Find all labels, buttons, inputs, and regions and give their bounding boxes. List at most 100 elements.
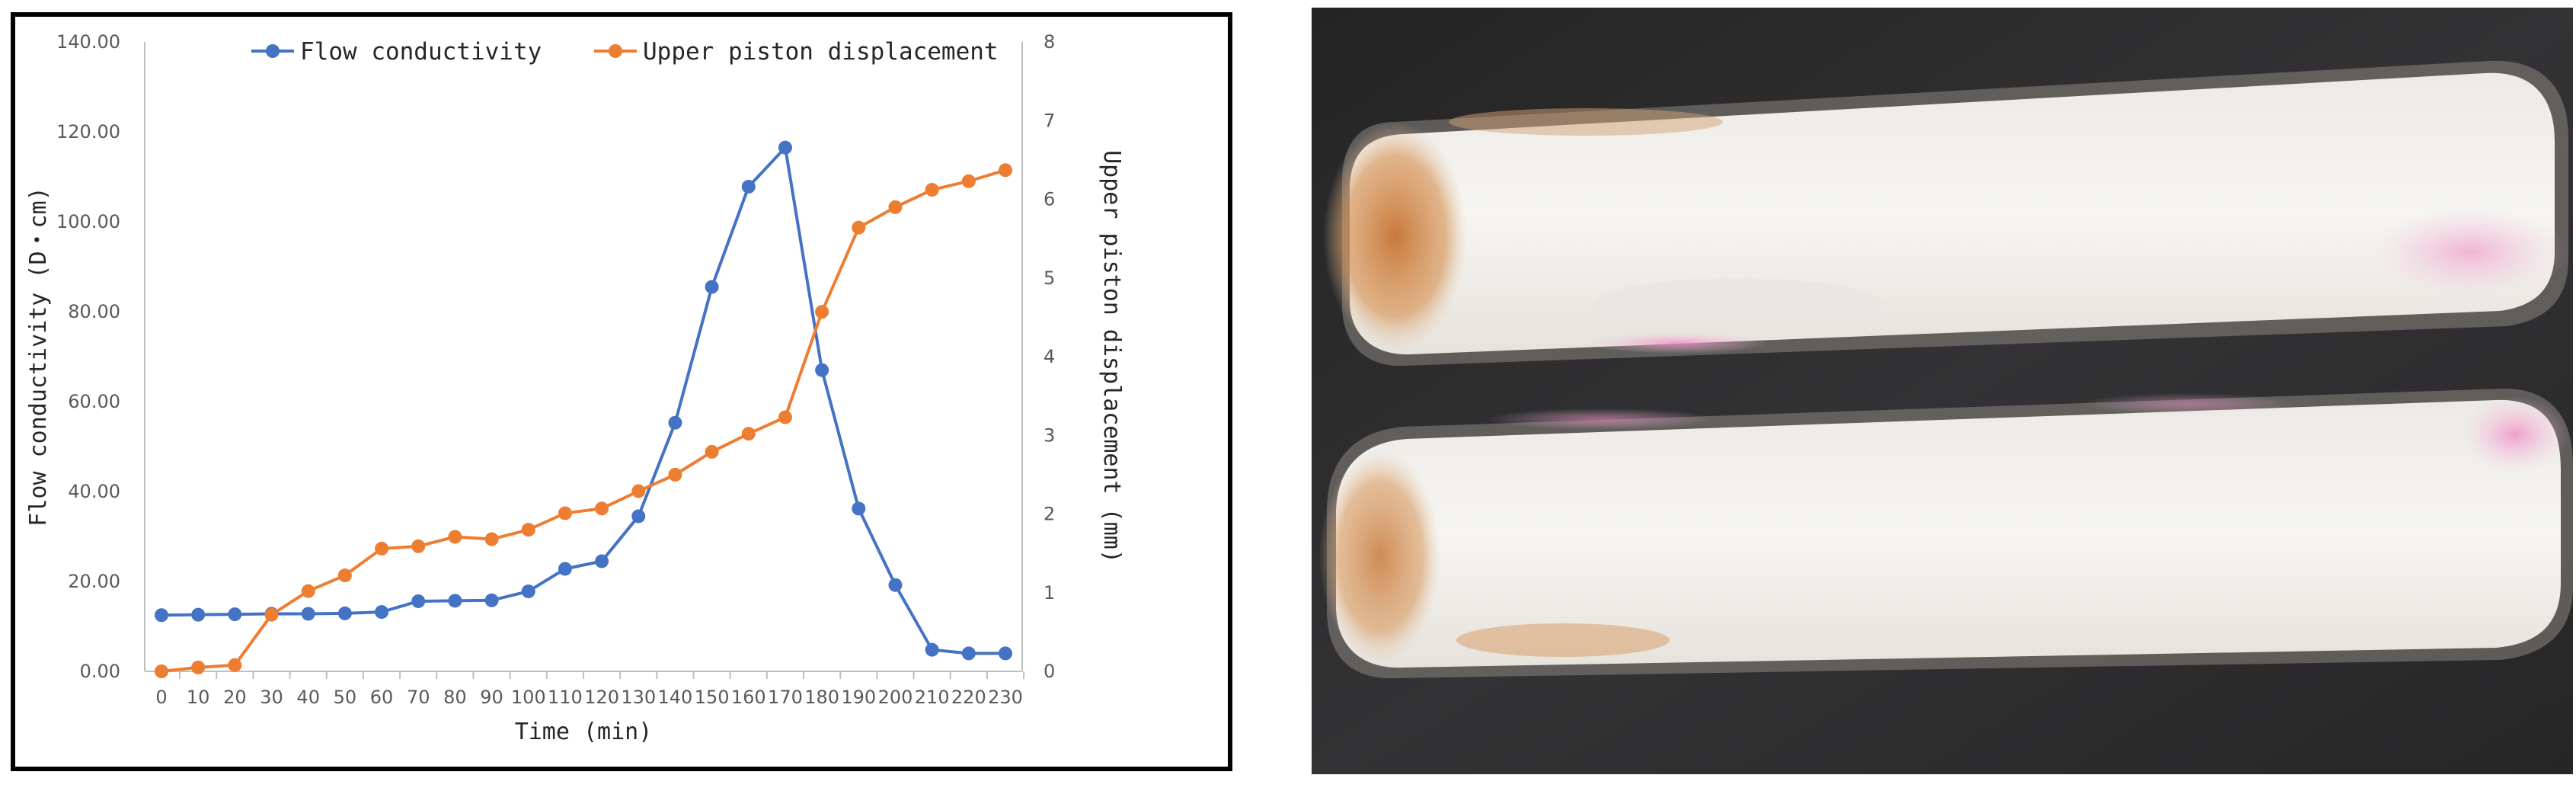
- data-point-flow-conductivity: [448, 594, 462, 608]
- data-point-upper-piston-displacement: [999, 163, 1012, 178]
- data-point-flow-conductivity: [925, 642, 939, 657]
- data-point-upper-piston-displacement: [484, 532, 499, 546]
- data-point-flow-conductivity: [301, 607, 315, 621]
- x-tick-label: 100: [511, 687, 546, 708]
- chart-panel: [11, 12, 1232, 771]
- data-point-upper-piston-displacement: [595, 501, 609, 516]
- data-point-upper-piston-displacement: [668, 467, 682, 482]
- data-point-upper-piston-displacement: [448, 530, 462, 544]
- x-axis-title: Time (min): [515, 719, 653, 745]
- data-point-upper-piston-displacement: [631, 484, 646, 498]
- left-y-tick-label: 60.00: [68, 391, 120, 412]
- data-point-upper-piston-displacement: [521, 523, 535, 537]
- legend-flow-conductivity-label: Flow conductivity: [300, 38, 542, 66]
- data-point-flow-conductivity: [705, 280, 719, 294]
- right-y-tick-label: 6: [1044, 189, 1055, 210]
- x-tick-label: 90: [480, 687, 503, 708]
- x-tick-label: 140: [658, 687, 693, 708]
- data-point-flow-conductivity: [228, 607, 242, 622]
- data-point-upper-piston-displacement: [961, 174, 976, 188]
- right-y-tick-label: 8: [1044, 31, 1055, 53]
- data-point-upper-piston-displacement: [191, 660, 206, 674]
- data-point-upper-piston-displacement: [375, 541, 389, 556]
- x-tick-label: 150: [695, 687, 730, 708]
- data-point-flow-conductivity: [558, 562, 572, 576]
- data-point-flow-conductivity: [191, 607, 206, 622]
- legend-flow-conductivity-marker: [266, 44, 280, 58]
- data-point-flow-conductivity: [411, 594, 426, 608]
- right-y-tick-label: 5: [1044, 267, 1055, 289]
- right-y-axis-title: Upper piston displacement (mm): [1098, 150, 1125, 563]
- left-y-tick-label: 100.00: [56, 211, 120, 232]
- legend-upper-piston-displacement-label: Upper piston displacement: [643, 38, 999, 66]
- data-point-upper-piston-displacement: [558, 506, 572, 520]
- left-y-tick-label: 80.00: [68, 301, 120, 322]
- right-y-tick-label: 3: [1044, 424, 1055, 446]
- x-tick-label: 40: [296, 687, 320, 708]
- data-point-flow-conductivity: [741, 179, 756, 194]
- data-point-upper-piston-displacement: [705, 444, 719, 459]
- x-tick-label: 170: [768, 687, 803, 708]
- x-tick-label: 160: [731, 687, 766, 708]
- data-point-upper-piston-displacement: [337, 568, 352, 583]
- data-point-flow-conductivity: [852, 501, 866, 516]
- left-y-tick-label: 120.00: [56, 121, 120, 143]
- data-point-upper-piston-displacement: [264, 607, 279, 622]
- data-point-flow-conductivity: [999, 646, 1012, 661]
- x-tick-label: 110: [548, 687, 583, 708]
- data-point-upper-piston-displacement: [888, 200, 903, 214]
- x-tick-label: 130: [621, 687, 656, 708]
- left-y-tick-label: 20.00: [68, 571, 120, 592]
- x-tick-label: 200: [878, 687, 913, 708]
- right-y-tick-label: 2: [1044, 504, 1055, 525]
- data-point-upper-piston-displacement: [301, 584, 315, 598]
- data-point-upper-piston-displacement: [925, 183, 939, 197]
- x-tick-label: 70: [407, 687, 430, 708]
- left-y-tick-label: 40.00: [68, 481, 120, 502]
- data-point-upper-piston-displacement: [741, 427, 756, 441]
- right-y-tick-label: 4: [1044, 346, 1055, 367]
- data-point-flow-conductivity: [815, 363, 829, 377]
- data-point-flow-conductivity: [778, 140, 792, 155]
- data-point-flow-conductivity: [375, 605, 389, 620]
- data-point-flow-conductivity: [631, 509, 646, 524]
- x-tick-label: 10: [187, 687, 210, 708]
- x-tick-label: 50: [334, 687, 357, 708]
- data-point-flow-conductivity: [595, 554, 609, 568]
- data-point-flow-conductivity: [155, 608, 168, 623]
- left-y-tick-label: 140.00: [56, 31, 120, 53]
- series-line-upper-piston-displacement: [161, 168, 1006, 673]
- x-tick-label: 190: [841, 687, 876, 708]
- core-sample-photo: [1312, 8, 2573, 774]
- data-point-flow-conductivity: [888, 578, 903, 592]
- data-point-upper-piston-displacement: [778, 410, 792, 424]
- left-y-axis-title: Flow conductivity (D・cm): [25, 187, 52, 526]
- legend-upper-piston-displacement-marker: [609, 44, 622, 58]
- data-point-upper-piston-displacement: [228, 658, 242, 672]
- x-tick-label: 210: [915, 687, 950, 708]
- data-point-upper-piston-displacement: [852, 220, 866, 235]
- right-y-tick-label: 0: [1044, 661, 1055, 682]
- right-y-tick-label: 1: [1044, 582, 1055, 604]
- series-line-flow-conductivity: [161, 146, 1005, 655]
- x-tick-label: 120: [584, 687, 619, 708]
- left-y-tick-label: 0.00: [80, 661, 120, 682]
- core-sample-bottom: [1319, 388, 2573, 679]
- x-tick-label: 180: [804, 687, 839, 708]
- data-point-upper-piston-displacement: [155, 665, 168, 678]
- x-tick-label: 30: [260, 687, 283, 708]
- x-tick-label: 20: [223, 687, 247, 708]
- right-y-tick-label: 7: [1044, 110, 1055, 131]
- data-point-upper-piston-displacement: [815, 305, 829, 319]
- x-tick-label: 80: [443, 687, 467, 708]
- core-sample-top: [1323, 60, 2568, 367]
- data-point-flow-conductivity: [961, 646, 976, 661]
- data-point-flow-conductivity: [521, 584, 535, 598]
- x-tick-label: 220: [951, 687, 986, 708]
- data-point-flow-conductivity: [484, 593, 499, 607]
- x-tick-label: 60: [370, 687, 394, 708]
- x-tick-label: 0: [155, 687, 167, 708]
- x-tick-label: 230: [988, 687, 1023, 708]
- data-point-flow-conductivity: [668, 415, 682, 430]
